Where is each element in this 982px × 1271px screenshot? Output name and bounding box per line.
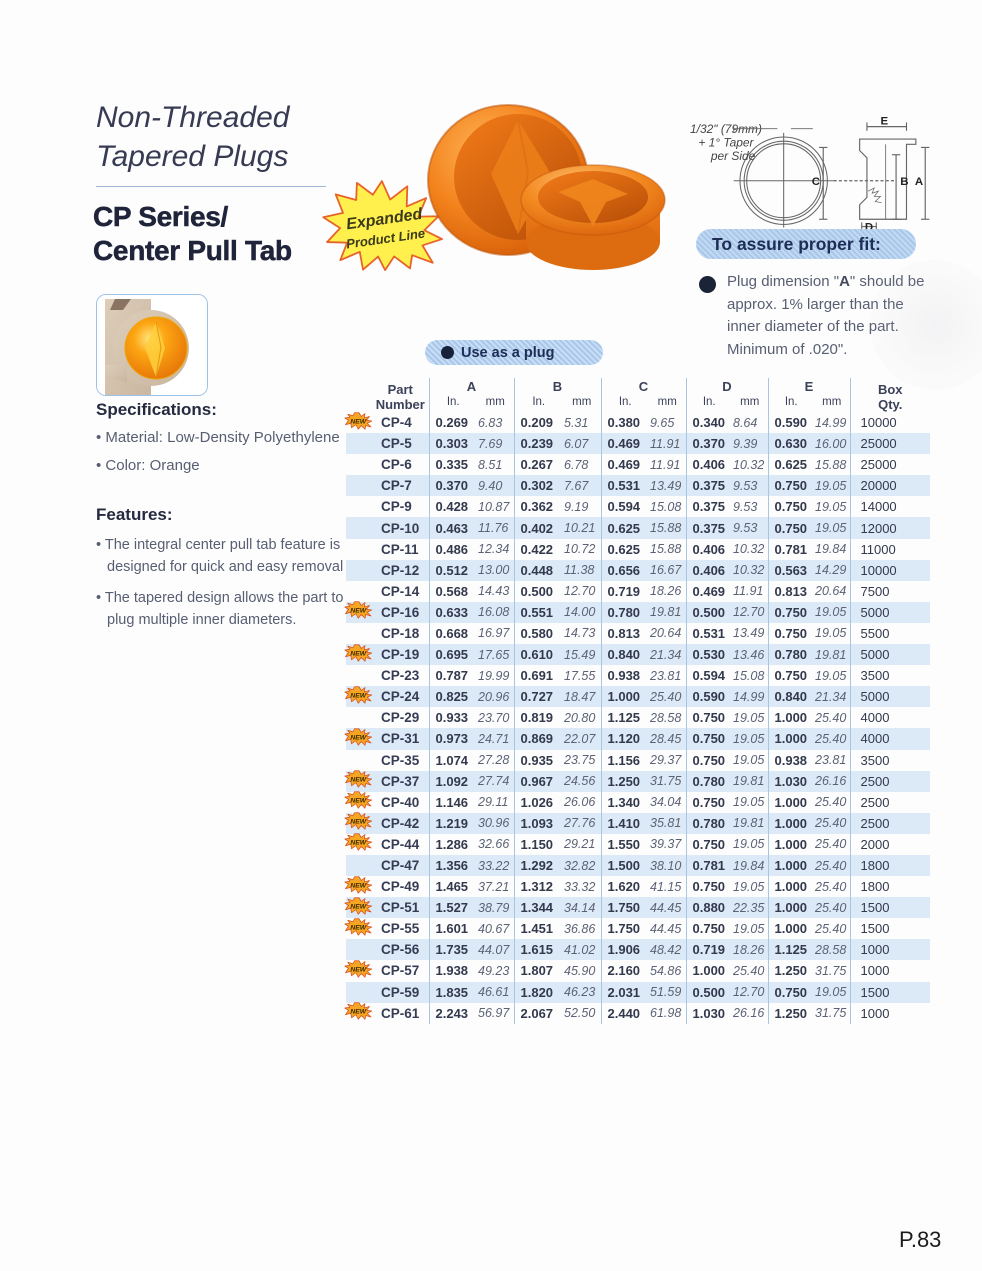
svg-text:+ 1° Taper: + 1° Taper: [698, 135, 754, 149]
svg-text:NEW: NEW: [350, 650, 366, 657]
svg-text:NEW: NEW: [350, 924, 366, 931]
svg-text:NEW: NEW: [350, 797, 366, 804]
svg-text:NEW: NEW: [350, 1008, 366, 1015]
svg-text:NEW: NEW: [350, 776, 366, 783]
svg-text:NEW: NEW: [350, 418, 366, 425]
svg-text:A: A: [915, 176, 923, 188]
svg-text:NEW: NEW: [350, 692, 366, 699]
svg-text:B: B: [900, 176, 908, 188]
svg-text:NEW: NEW: [350, 608, 366, 615]
svg-text:NEW: NEW: [350, 819, 366, 826]
svg-text:E: E: [880, 116, 888, 128]
svg-text:NEW: NEW: [350, 903, 366, 910]
svg-text:NEW: NEW: [350, 840, 366, 847]
svg-text:NEW: NEW: [350, 882, 366, 889]
svg-text:C: C: [812, 176, 820, 188]
svg-text:per Side: per Side: [710, 149, 756, 163]
svg-text:NEW: NEW: [350, 966, 366, 973]
svg-text:NEW: NEW: [350, 734, 366, 741]
